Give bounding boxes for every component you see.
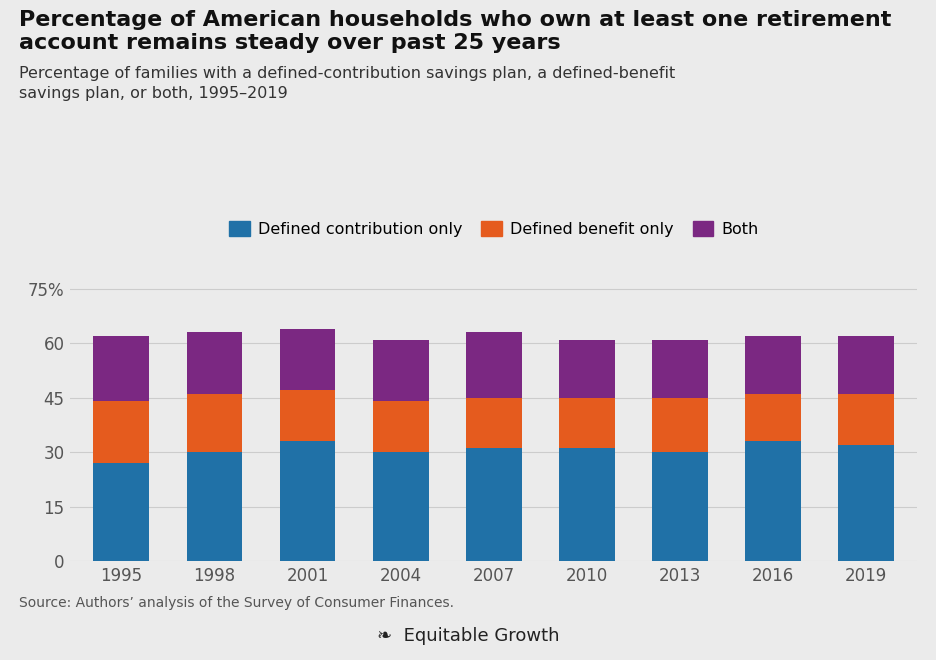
Bar	[652, 397, 708, 452]
Bar	[838, 394, 894, 445]
Bar	[559, 339, 615, 397]
Bar	[186, 394, 242, 452]
Bar	[466, 397, 521, 449]
Bar	[186, 452, 242, 561]
Bar	[559, 449, 615, 561]
Bar	[94, 336, 150, 401]
Bar	[745, 394, 801, 442]
Text: ❧  Equitable Growth: ❧ Equitable Growth	[377, 628, 559, 645]
Text: Percentage of American households who own at least one retirement: Percentage of American households who ow…	[19, 10, 891, 30]
Bar	[94, 401, 150, 463]
Bar	[373, 339, 429, 401]
Bar	[466, 332, 521, 397]
Text: savings plan, or both, 1995–2019: savings plan, or both, 1995–2019	[19, 86, 287, 101]
Bar	[838, 445, 894, 561]
Text: Percentage of families with a defined-contribution savings plan, a defined-benef: Percentage of families with a defined-co…	[19, 66, 675, 81]
Bar	[559, 397, 615, 449]
Bar	[280, 329, 335, 390]
Bar	[373, 401, 429, 452]
Text: account remains steady over past 25 years: account remains steady over past 25 year…	[19, 33, 561, 53]
Bar	[280, 390, 335, 442]
Bar	[652, 452, 708, 561]
Bar	[652, 339, 708, 397]
Bar	[745, 442, 801, 561]
Bar	[838, 336, 894, 394]
Bar	[745, 336, 801, 394]
Text: Source: Authors’ analysis of the Survey of Consumer Finances.: Source: Authors’ analysis of the Survey …	[19, 597, 454, 610]
Bar	[466, 449, 521, 561]
Bar	[373, 452, 429, 561]
Legend: Defined contribution only, Defined benefit only, Both: Defined contribution only, Defined benef…	[223, 214, 765, 244]
Bar	[280, 442, 335, 561]
Bar	[186, 333, 242, 394]
Bar	[94, 463, 150, 561]
